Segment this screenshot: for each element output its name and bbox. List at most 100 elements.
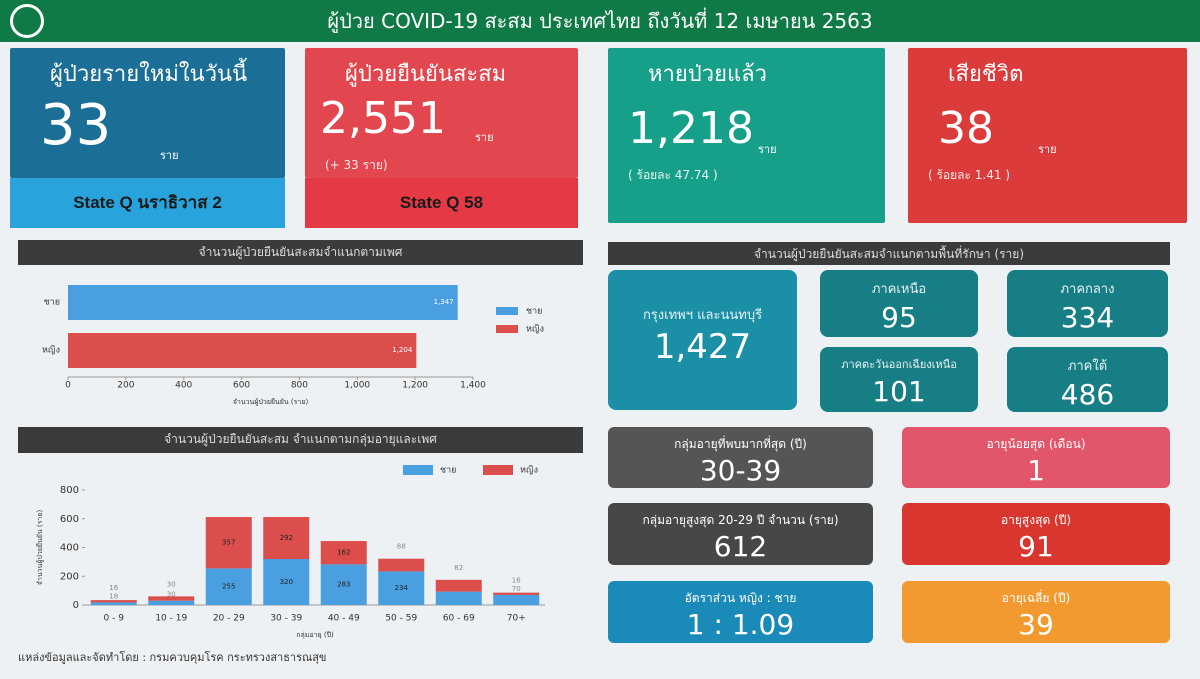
card-value: 38 — [938, 103, 994, 154]
stat: อายุสูงสุด (ปี) 91 — [902, 503, 1170, 565]
y-tick-label: หญิง — [42, 345, 60, 356]
value-label: 30 — [167, 580, 176, 588]
card-label: ผู้ป่วยยืนยันสะสม — [345, 62, 507, 87]
legend-label: ชาย — [526, 307, 542, 317]
card-value: 1,218 — [628, 103, 754, 154]
bar-segment — [263, 517, 310, 559]
value-label: 16 — [109, 584, 118, 592]
legend-swatch — [496, 325, 518, 333]
x-tick-label: 40 - 49 — [328, 614, 360, 624]
region-tile: ภาคกลาง 334 — [1007, 270, 1168, 337]
value-label: 162 — [337, 549, 350, 557]
bar-segment — [205, 568, 252, 605]
stat-value: 30-39 — [699, 454, 782, 487]
stat: อายุน้อยสุด (เดือน) 1 — [902, 427, 1170, 488]
card-note: (+ 33 ราย) — [325, 158, 388, 172]
y-tick-label: 800 — [60, 485, 79, 496]
x-axis-label: กลุ่มอายุ (ปี) — [296, 631, 334, 639]
bar-segment — [320, 541, 367, 565]
card: เสียชีวิต 38 ราย ( ร้อยละ 1.41 ) — [908, 48, 1187, 223]
stat-label: กลุ่มอายุสูงสุด 20-29 ปี จำนวน (ราย) — [642, 513, 839, 527]
bar-segment — [435, 591, 482, 605]
stat-label: อายุสูงสุด (ปี) — [1000, 513, 1072, 527]
card-footer: State Q 58 — [305, 178, 578, 228]
header: ผู้ป่วย COVID-19 สะสม ประเทศไทย ถึงวันที… — [0, 0, 1200, 42]
bar-segment — [90, 600, 137, 603]
x-tick-label: 1,000 — [344, 381, 370, 391]
stat-label: อายุเฉลี่ย (ปี) — [1001, 591, 1071, 605]
tile-value: 486 — [1060, 378, 1115, 411]
x-tick-label: 30 - 39 — [270, 614, 302, 624]
x-tick-label: 50 - 59 — [385, 614, 417, 624]
stat: กลุ่มอายุที่พบมากที่สุด (ปี) 30-39 — [608, 427, 873, 488]
card-unit: ราย — [475, 131, 494, 144]
x-tick-label: 200 — [117, 381, 134, 391]
x-tick-label: 10 - 19 — [155, 614, 187, 624]
value-label: 357 — [222, 539, 235, 547]
card-note: ( ร้อยละ 1.41 ) — [928, 168, 1011, 182]
value-label: 234 — [395, 584, 409, 592]
tile-value: 334 — [1060, 301, 1115, 334]
stat-value: 612 — [713, 530, 768, 563]
bar-segment — [493, 592, 540, 595]
x-tick-label: 400 — [175, 381, 192, 391]
stat: อายุเฉลี่ย (ปี) 39 — [902, 581, 1170, 643]
x-axis-label: จำนวนผู้ป่วยยืนยัน (ราย) — [233, 398, 309, 406]
tile-value: 95 — [881, 301, 917, 334]
stat: อัตราส่วน หญิง : ชาย 1 : 1.09 — [608, 581, 873, 643]
x-tick-label: 0 — [65, 381, 71, 391]
y-tick-label: 400 — [60, 543, 79, 554]
gender-chart: 0 200 400 600 800 1,000 1,200 1,4001,347ชายชาย1… — [42, 285, 544, 406]
bar-segment — [148, 600, 195, 605]
card-unit: ราย — [1038, 143, 1057, 156]
x-tick-label: 0 - 9 — [104, 614, 125, 624]
age-chart: 0200400600800ชาย18302553202832349370หญิง… — [36, 465, 545, 639]
value-label: 292 — [280, 534, 293, 542]
bar-segment — [90, 602, 137, 605]
y-axis-label: จำนวนผู้ป่วยยืนยัน (ราย) — [36, 510, 44, 586]
card-unit: ราย — [160, 149, 179, 162]
chart-title: จำนวนผู้ป่วยยืนยันสะสมจำแนกตามเพศ — [18, 240, 583, 265]
stat-value: 1 : 1.09 — [686, 608, 795, 641]
y-tick-label: 600 — [60, 514, 79, 525]
x-tick-label: 800 — [291, 381, 308, 391]
value-label: 255 — [222, 583, 235, 591]
y-tick-label: 0 — [73, 600, 79, 611]
stat-value: 91 — [1018, 530, 1054, 563]
value-label: 18 — [109, 592, 118, 600]
bar-segment — [320, 564, 367, 605]
region-tile: ภาคตะวันออกเฉียงเหนือ 101 — [820, 347, 978, 412]
chart-title: จำนวนผู้ป่วยยืนยันสะสม จำแนกตามกลุ่มอายุ… — [18, 427, 583, 453]
region-tile: ภาคเหนือ 95 — [820, 270, 978, 337]
value-label: 1,204 — [392, 346, 413, 354]
stat-value: 39 — [1018, 608, 1054, 641]
x-tick-label: 600 — [233, 381, 250, 391]
tile-value: 101 — [872, 375, 926, 408]
value-label: 16 — [512, 577, 521, 585]
stat-label: อัตราส่วน หญิง : ชาย — [684, 591, 797, 605]
bar — [68, 285, 458, 320]
value-label: 70 — [512, 585, 521, 593]
tile-label: ภาคกลาง — [1060, 282, 1115, 297]
y-tick-label: ชาย — [44, 298, 60, 308]
value-label: 1,347 — [434, 298, 454, 306]
bar-segment — [263, 559, 310, 605]
bar — [68, 333, 417, 368]
stat-label: กลุ่มอายุที่พบมากที่สุด (ปี) — [674, 437, 807, 451]
x-tick-label: 60 - 69 — [443, 614, 475, 624]
value-label: 82 — [454, 564, 463, 572]
bar-segment — [205, 517, 252, 569]
bar-segment — [378, 571, 425, 605]
logo — [10, 4, 44, 38]
stat-value: 1 — [1027, 454, 1045, 487]
card-unit: ราย — [758, 143, 777, 156]
legend-label: ชาย — [440, 466, 456, 476]
card-value: 33 — [40, 93, 112, 158]
card-footer: State Q นราธิวาส 2 — [10, 178, 285, 228]
tile-label: ภาคตะวันออกเฉียงเหนือ — [841, 358, 957, 371]
tile-label: ภาคเหนือ — [871, 282, 927, 297]
stat-label: อายุน้อยสุด (เดือน) — [986, 437, 1086, 451]
tile-value: 1,427 — [653, 327, 752, 367]
bar-segment — [148, 596, 195, 601]
value-label: 320 — [280, 578, 293, 586]
